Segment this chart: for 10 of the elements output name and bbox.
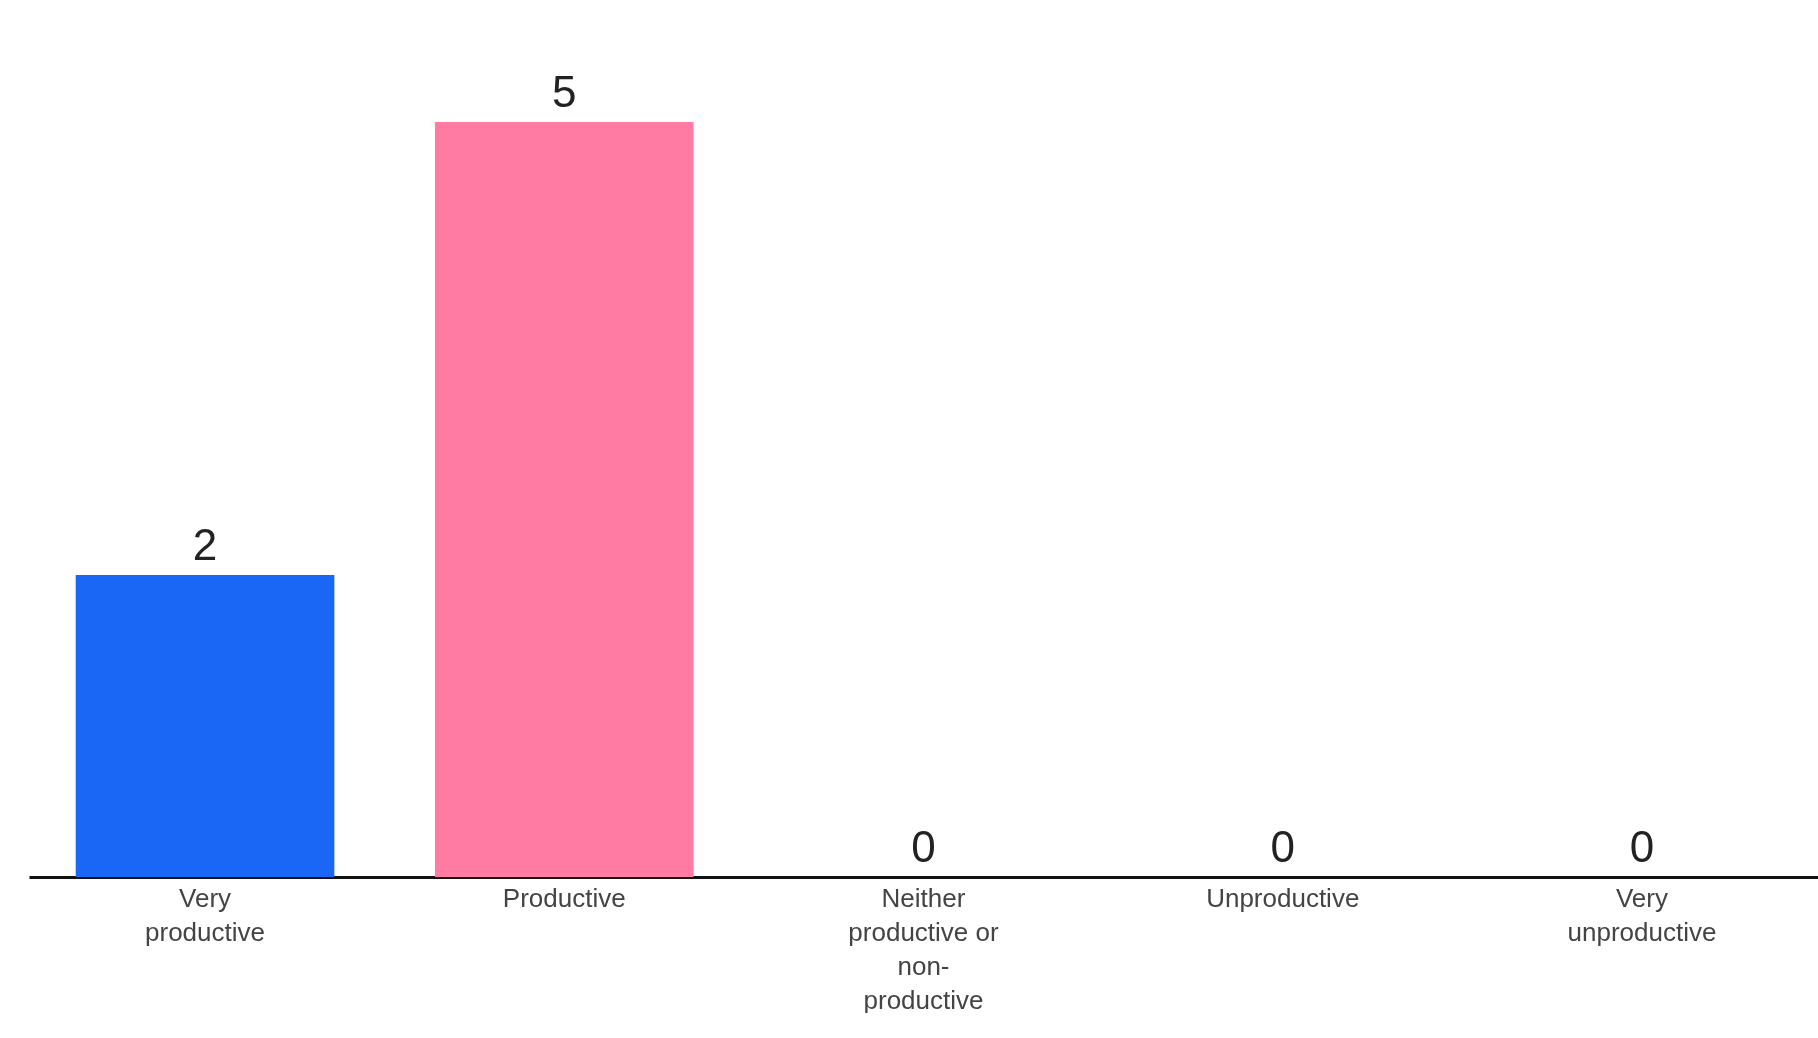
data-label: 0 [1629,822,1655,871]
x-tick-label: Very unproductive [1567,882,1717,947]
data-label: 5 [552,67,577,116]
data-label: 0 [911,822,936,871]
x-tick-label: Productive [502,882,626,913]
x-tick-label: Unproductive [1206,882,1360,913]
x-tick-label: Neither productive or non-productive [848,882,999,1015]
x-tick-label: Very productive [145,882,266,947]
data-label: 2 [192,520,218,569]
data-label: 0 [1270,822,1295,871]
